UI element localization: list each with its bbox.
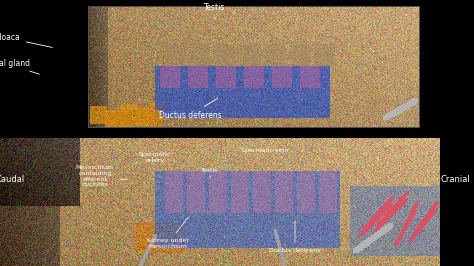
Text: Caudal: Caudal xyxy=(0,176,25,185)
Text: Kidney under
mesorchium: Kidney under mesorchium xyxy=(147,217,189,249)
Text: Testis: Testis xyxy=(201,168,219,178)
Text: Spermatic
artery: Spermatic artery xyxy=(139,152,175,163)
Text: Cloacal gland: Cloacal gland xyxy=(0,59,39,74)
Text: Testis: Testis xyxy=(204,2,226,19)
Text: Ductus deferens: Ductus deferens xyxy=(269,221,321,253)
Text: Ductus deferens: Ductus deferens xyxy=(159,98,221,119)
Text: Cloaca: Cloaca xyxy=(0,34,52,47)
Text: Mesorchium
containing
efferent
ductules: Mesorchium containing efferent ductules xyxy=(76,165,127,188)
Text: Spermatic vein: Spermatic vein xyxy=(241,148,289,158)
Text: Cranial: Cranial xyxy=(440,176,470,185)
